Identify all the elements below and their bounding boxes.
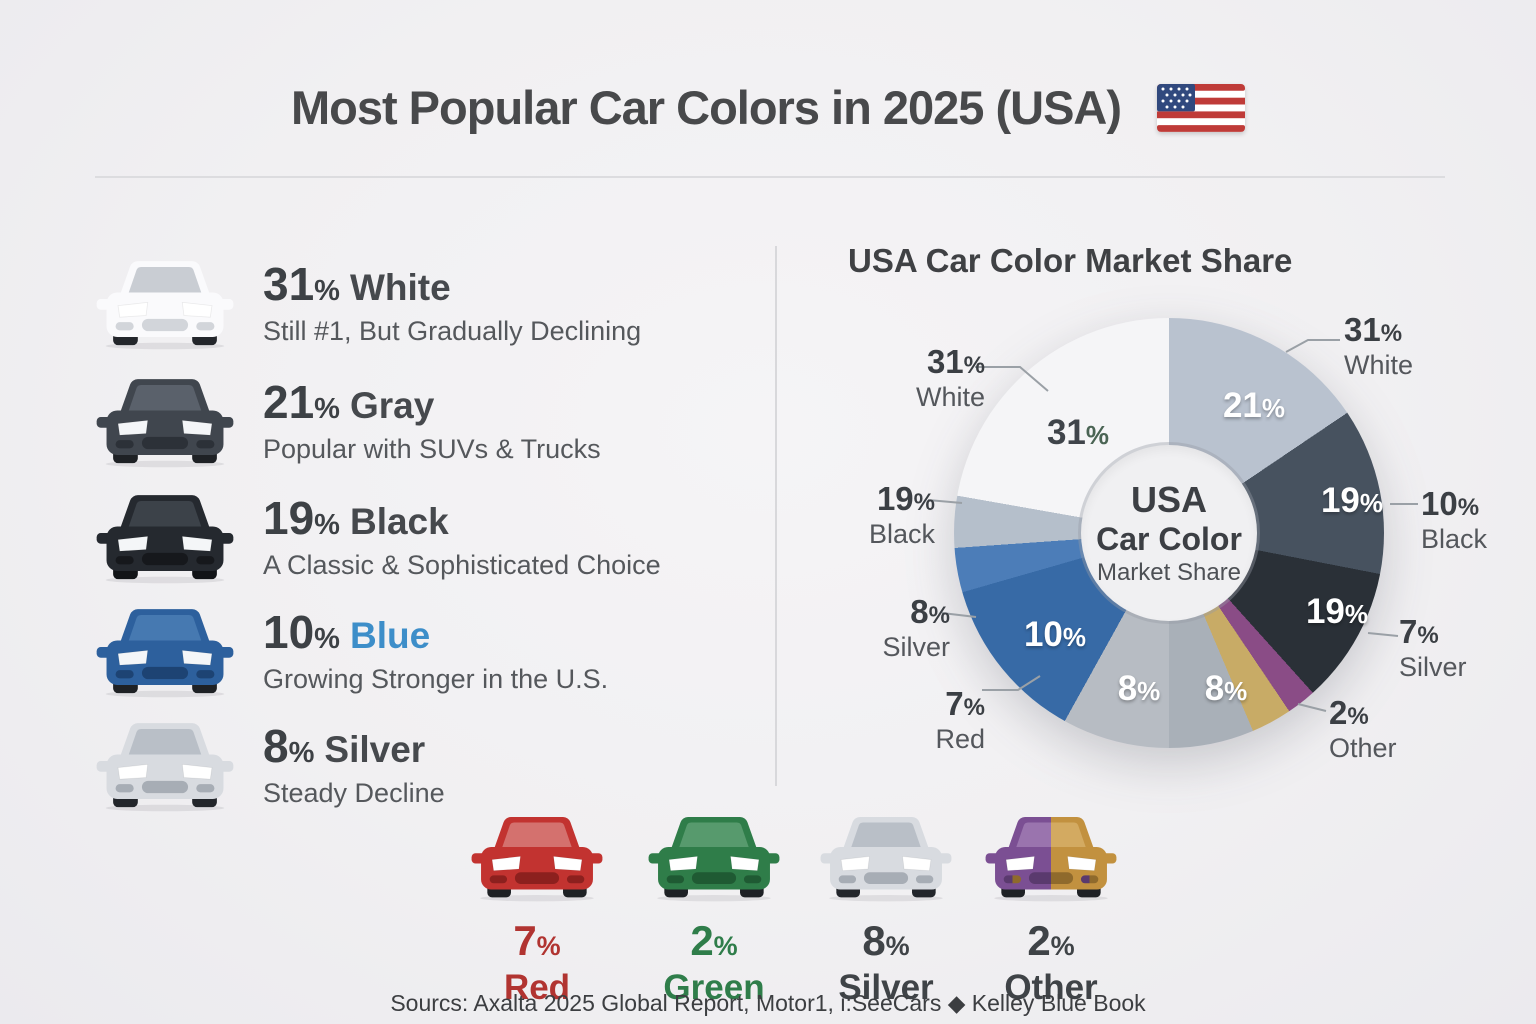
color-subtitle: Growing Stronger in the U.S.: [263, 664, 609, 695]
callout-white-right: 31% White: [1344, 311, 1414, 380]
header: Most Popular Car Colors in 2025 (USA): [0, 80, 1536, 135]
percent-sign: %: [314, 509, 340, 542]
callout-silver-left: 8% Silver: [882, 593, 950, 662]
color-name: Red: [503, 968, 571, 1007]
color-subtitle: Still #1, But Gradually Declining: [263, 316, 642, 347]
bottom-item-other: 2% Other: [966, 812, 1136, 1005]
section-divider: [775, 246, 777, 786]
callout-white-left: 31% White: [915, 343, 985, 412]
callout-black-left: 19% Black: [868, 480, 935, 549]
page-title: Most Popular Car Colors in 2025 (USA): [290, 81, 1122, 134]
slice-label-21: 21%: [1222, 386, 1286, 425]
list-item-text: 21% Gray Popular with SUVs & Trucks: [263, 379, 601, 465]
blue-car-icon: [95, 605, 235, 699]
color-name: Other: [1004, 968, 1098, 1007]
slice-label-8a: 8%: [1204, 669, 1248, 708]
percent-sign: %: [314, 275, 340, 308]
color-name: Silver: [838, 968, 934, 1007]
list-item-text: 19% Black A Classic & Sophisticated Choic…: [263, 495, 661, 581]
list-item-gray: 21% Gray Popular with SUVs & Trucks: [95, 366, 735, 478]
donut-chart: USA Car Color Market Share 21% 19% 19% 8…: [954, 318, 1384, 748]
list-item-text: 31% White Still #1, But Gradually Declini…: [263, 261, 641, 347]
center-line-3: Market Share: [1096, 559, 1242, 587]
center-line-1: USA: [1130, 479, 1207, 521]
percent-sign: %: [314, 623, 340, 656]
gray-car-icon: [95, 375, 235, 469]
percent-value: 7%: [513, 917, 561, 964]
callout-other-right: 2% Other: [1329, 694, 1397, 763]
percent-sign: %: [288, 737, 315, 770]
callout-black-right: 10% Black: [1421, 485, 1488, 554]
color-name: Green: [663, 968, 765, 1007]
color-name: Blue: [349, 615, 431, 657]
percent-value: 8: [263, 720, 289, 773]
purple-gold-car-icon: [984, 812, 1118, 904]
slice-label-31: 31%: [1046, 413, 1110, 452]
color-subtitle: Popular with SUVs & Trucks: [263, 434, 601, 465]
white-car-icon: [95, 257, 235, 351]
silver-car-icon: [95, 719, 235, 813]
slice-label-8b: 8%: [1117, 669, 1161, 708]
color-subtitle: Steady Decline: [263, 778, 445, 809]
color-name: White: [349, 267, 451, 309]
color-subtitle: A Classic & Sophisticated Choice: [263, 550, 661, 581]
callout-red-left: 7% Red: [935, 685, 985, 754]
bottom-item-silver: 8% Silver: [801, 812, 971, 1005]
percent-value: 8%: [862, 917, 910, 964]
donut-center: USA Car Color Market Share: [1081, 445, 1257, 621]
chart-title: USA Car Color Market Share: [848, 242, 1293, 279]
list-item-text: 8% Silver Steady Decline: [263, 723, 445, 809]
color-name: Silver: [324, 729, 426, 771]
percent-value: 2%: [1027, 917, 1075, 964]
list-item-black: 19% Black A Classic & Sophisticated Choic…: [95, 482, 735, 594]
percent-value: 21: [263, 376, 315, 429]
list-item-white: 31% White Still #1, But Gradually Declini…: [95, 248, 735, 360]
list-item-blue: 10% Blue Growing Stronger in the U.S.: [95, 596, 735, 708]
percent-value: 2%: [690, 917, 738, 964]
silver-car-icon: [819, 812, 953, 904]
percent-value: 10: [263, 606, 315, 659]
slice-label-10: 10%: [1023, 615, 1087, 654]
bottom-item-green: 2% Green: [629, 812, 799, 1005]
color-name: Black: [349, 501, 449, 543]
list-item-silver: 8% Silver Steady Decline: [95, 710, 735, 822]
green-car-icon: [647, 812, 781, 904]
percent-sign: %: [314, 393, 340, 426]
black-car-icon: [95, 491, 235, 585]
sources-line: Sourcs: Axalta 2025 Global Report, Motor…: [390, 990, 1146, 1016]
slice-label-19a: 19%: [1320, 481, 1384, 520]
bottom-item-red: 7% Red: [452, 812, 622, 1005]
red-car-icon: [470, 812, 604, 904]
header-divider: [95, 176, 1445, 178]
callout-silver-right: 7% Silver: [1399, 613, 1467, 682]
color-name: Gray: [349, 385, 435, 427]
percent-value: 31: [263, 258, 315, 311]
slice-label-19b: 19%: [1305, 592, 1369, 631]
us-flag-icon: [1157, 83, 1246, 132]
list-item-text: 10% Blue Growing Stronger in the U.S.: [263, 609, 608, 695]
center-line-2: Car Color: [1096, 520, 1242, 557]
percent-value: 19: [263, 492, 315, 545]
